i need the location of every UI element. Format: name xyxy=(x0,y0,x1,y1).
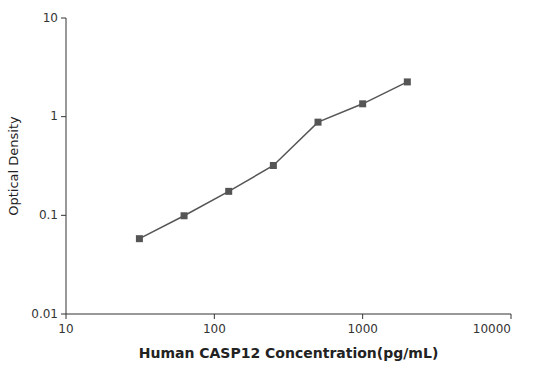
y-tick-label: 0.1 xyxy=(39,208,58,222)
y-tick-label: 10 xyxy=(43,11,58,25)
plot-area xyxy=(136,78,411,242)
x-tick xyxy=(362,314,363,319)
line xyxy=(139,82,407,239)
x-tick xyxy=(214,314,215,319)
marker xyxy=(225,188,232,195)
x-tick xyxy=(511,314,512,319)
y-tick xyxy=(61,116,66,117)
x-tick-label: 10 xyxy=(58,322,73,336)
marker xyxy=(181,212,188,219)
axes: 10 100 1000 10000 0.01 0.1 1 10 xyxy=(31,11,511,337)
x-tick-label: 1000 xyxy=(347,322,378,336)
y-tick-label: 1 xyxy=(50,109,58,123)
y-axis-line xyxy=(66,18,67,314)
chart: 10 100 1000 10000 0.01 0.1 1 10 Human CASP12 Con… xyxy=(0,0,533,372)
y-axis-label: Optical Density xyxy=(6,116,21,216)
y-tick xyxy=(61,314,66,315)
x-axis-line xyxy=(66,314,511,315)
chart-container: 10 100 1000 10000 0.01 0.1 1 10 Human CASP12 Con… xyxy=(0,0,533,372)
x-tick xyxy=(66,314,67,319)
y-tick xyxy=(61,215,66,216)
marker xyxy=(315,119,322,126)
x-axis-label: Human CASP12 Concentration(pg/mL) xyxy=(139,345,439,361)
y-tick xyxy=(61,18,66,19)
marker xyxy=(270,162,277,169)
marker xyxy=(404,78,411,85)
marker xyxy=(136,235,143,242)
x-tick-label: 10000 xyxy=(473,322,511,336)
x-tick-label: 100 xyxy=(203,322,226,336)
y-tick-label: 0.01 xyxy=(31,307,58,321)
marker xyxy=(359,100,366,107)
